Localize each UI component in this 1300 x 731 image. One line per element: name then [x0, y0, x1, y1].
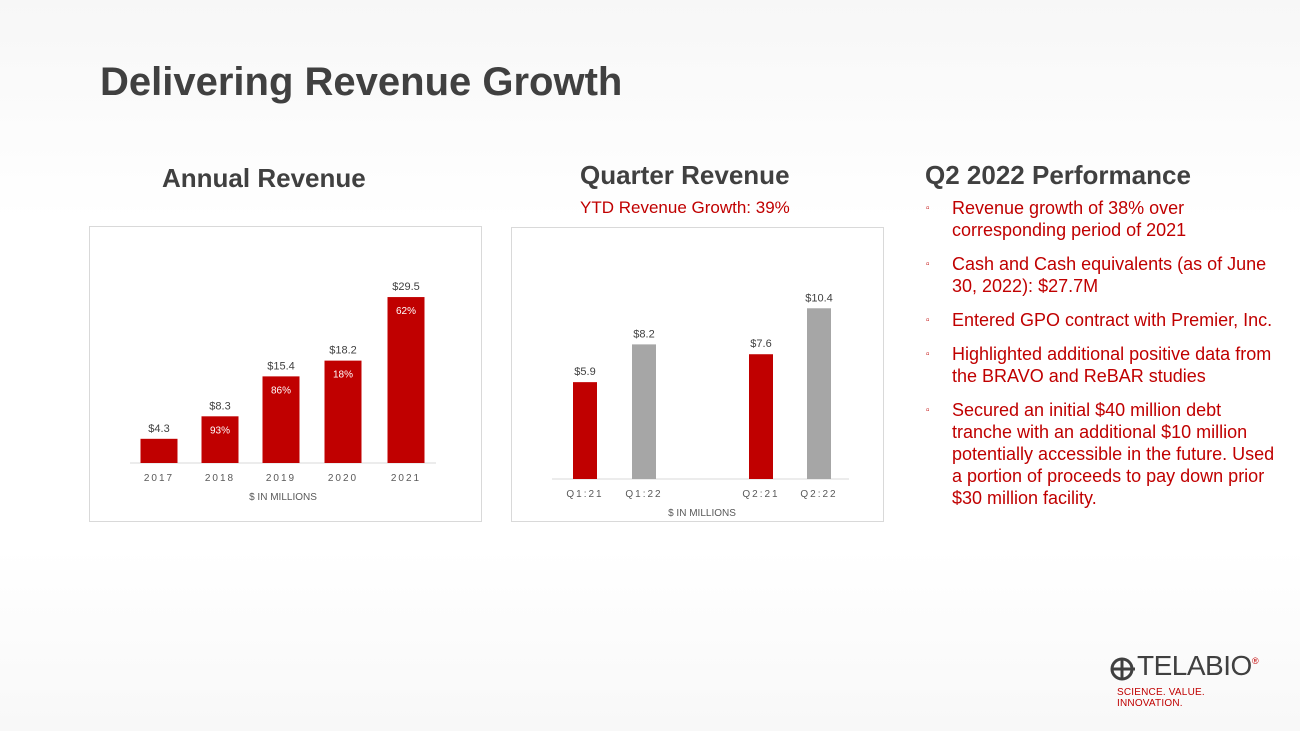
growth-label: 93% [210, 425, 230, 436]
bar [749, 354, 773, 479]
x-tick-label: 2021 [391, 473, 421, 484]
performance-item-text: Revenue growth of 38% over corresponding… [952, 198, 1187, 240]
page-title: Delivering Revenue Growth [100, 60, 623, 104]
bar [632, 344, 656, 479]
bar [807, 308, 831, 479]
telabio-logo: TELABIO ® SCIENCE. VALUE. INNOVATION. [1110, 650, 1270, 709]
x-axis-title: $ IN MILLIONS [668, 508, 736, 519]
annual-revenue-plot: $4.3 2017 $8.3 93% 2018 $15.4 86% 2019 $18.2 18% 2… [130, 281, 436, 503]
x-tick-label: 2019 [266, 473, 296, 484]
data-label: $7.6 [750, 338, 771, 350]
square-bullet-icon: ▫ [926, 349, 930, 360]
logo-brand-text: TELABIO [1137, 650, 1252, 681]
annual-revenue-chart: $4.3 2017 $8.3 93% 2018 $15.4 86% 2019 $18.2 18% 2… [89, 226, 482, 522]
bar [387, 297, 425, 463]
square-bullet-icon: ▫ [926, 203, 930, 214]
growth-label: 62% [396, 306, 416, 317]
bar [573, 382, 597, 479]
x-tick-label: 2018 [205, 473, 235, 484]
bar [262, 376, 300, 463]
x-tick-label: Q2:21 [742, 489, 779, 500]
performance-item-text: Cash and Cash equivalents (as of June 30… [952, 254, 1267, 296]
x-tick-label: Q1:22 [625, 489, 662, 500]
performance-item: ▫ Revenue growth of 38% over correspondin… [925, 197, 1285, 241]
quarter-revenue-plot: $5.9 Q1:21 $8.2 Q1:22 $7.6 Q2:21 $10.4 Q2:22 $ I… [552, 292, 849, 519]
square-bullet-icon: ▫ [926, 315, 930, 326]
data-label: $5.9 [574, 366, 595, 378]
growth-label: 86% [271, 385, 291, 396]
data-label: $18.2 [329, 345, 357, 357]
quarter-revenue-heading: Quarter Revenue [580, 160, 790, 190]
square-bullet-icon: ▫ [926, 259, 930, 270]
data-label: $10.4 [805, 292, 833, 304]
ytd-growth-label: YTD Revenue Growth: 39% [580, 198, 790, 217]
performance-item: ▫ Highlighted additional positive data fr… [925, 343, 1285, 387]
data-label: $29.5 [392, 281, 420, 293]
x-tick-label: Q2:22 [800, 489, 837, 500]
logo-registered-mark: ® [1252, 656, 1259, 666]
quarter-revenue-chart: $5.9 Q1:21 $8.2 Q1:22 $7.6 Q2:21 $10.4 Q2:22 $ I… [511, 227, 884, 522]
performance-item: ▫ Cash and Cash equivalents (as of June 3… [925, 253, 1285, 297]
annual-revenue-heading: Annual Revenue [162, 163, 366, 193]
x-tick-label: Q1:21 [566, 489, 603, 500]
data-label: $8.2 [633, 328, 654, 340]
performance-item: ▫ Entered GPO contract with Premier, Inc. [925, 309, 1285, 331]
logo-mark-icon [1110, 657, 1135, 681]
bar [140, 438, 178, 463]
logo-tagline: SCIENCE. VALUE. INNOVATION. [1117, 687, 1205, 709]
performance-heading: Q2 2022 Performance [925, 160, 1191, 190]
performance-item-text: Entered GPO contract with Premier, Inc. [952, 310, 1273, 330]
performance-list: ▫ Revenue growth of 38% over correspondin… [925, 197, 1285, 521]
growth-label: 18% [333, 370, 353, 381]
performance-item: ▫ Secured an initial $40 million debt tra… [925, 399, 1285, 509]
x-tick-label: 2017 [144, 473, 174, 484]
performance-item-text: Secured an initial $40 million debt tran… [952, 400, 1275, 508]
performance-item-text: Highlighted additional positive data fro… [952, 344, 1272, 386]
x-axis-title: $ IN MILLIONS [249, 492, 317, 503]
bar [324, 360, 362, 463]
data-label: $4.3 [148, 423, 169, 435]
square-bullet-icon: ▫ [926, 405, 930, 416]
bar [201, 416, 239, 463]
data-label: $8.3 [209, 400, 230, 412]
data-label: $15.4 [267, 360, 295, 372]
x-tick-label: 2020 [328, 473, 358, 484]
